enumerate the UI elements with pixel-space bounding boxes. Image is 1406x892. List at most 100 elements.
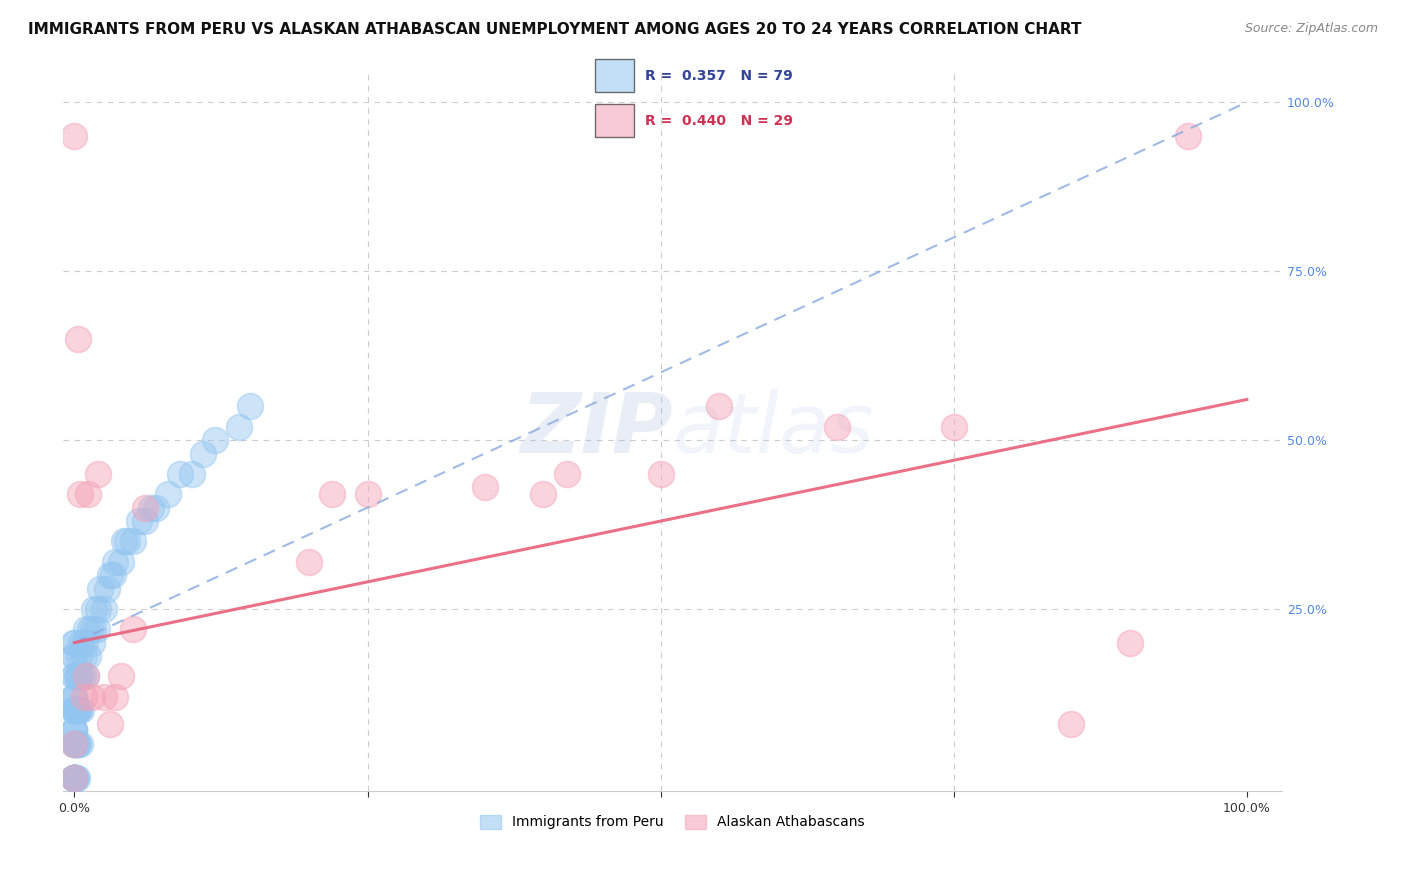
Point [63,771,86,785]
Point [239,399,262,413]
Point [555,467,578,481]
Point [67,649,90,664]
Point [193,446,215,460]
Point [63,737,86,751]
Point [63,723,86,738]
Point [63,703,86,717]
Point [474,480,496,494]
Point [1060,716,1083,731]
Point [66,669,89,683]
Point [66,771,89,785]
Point [145,500,167,515]
Point [63,771,86,785]
Point [134,500,156,515]
Point [180,467,202,481]
Point [87,467,110,481]
Point [63,690,86,704]
Point [134,514,156,528]
Point [65,771,87,785]
Point [110,669,132,683]
Point [69,487,91,501]
FancyBboxPatch shape [595,104,634,137]
Point [83,602,105,616]
Point [122,622,145,636]
Text: R =  0.440   N = 29: R = 0.440 N = 29 [645,113,793,128]
Point [66,737,89,751]
Point [86,622,108,636]
Point [157,487,180,501]
Point [63,737,86,751]
Point [709,399,731,413]
Point [321,487,343,501]
Point [73,690,96,704]
Point [63,649,86,664]
Point [1118,635,1140,649]
Point [63,669,86,683]
Point [66,669,89,683]
Point [63,771,86,785]
Point [96,582,118,596]
Point [80,635,103,649]
Point [356,487,378,501]
Point [63,771,86,785]
Point [169,467,191,481]
Point [79,622,101,636]
Point [63,771,86,785]
Point [942,419,965,434]
Point [650,467,672,481]
Point [63,737,86,751]
Point [110,555,132,569]
Point [63,723,86,738]
Point [93,602,115,616]
Point [66,332,89,346]
Point [67,703,90,717]
Text: atlas: atlas [672,390,875,470]
Point [204,433,226,447]
Point [139,500,162,515]
Text: ZIP: ZIP [520,390,672,470]
Point [63,771,86,785]
Text: R =  0.357   N = 79: R = 0.357 N = 79 [645,69,793,83]
Point [115,534,138,549]
Point [77,487,100,501]
Point [63,771,86,785]
Point [80,690,103,704]
Point [66,703,89,717]
Point [63,649,86,664]
Point [63,771,86,785]
Point [69,737,91,751]
Point [73,649,96,664]
Point [63,771,86,785]
FancyBboxPatch shape [595,59,634,92]
Point [70,703,93,717]
Point [73,635,96,649]
Text: Source: ZipAtlas.com: Source: ZipAtlas.com [1244,22,1378,36]
Point [69,669,91,683]
Point [87,602,110,616]
Point [63,129,86,144]
Point [63,771,86,785]
Point [63,635,86,649]
Point [63,771,86,785]
Point [101,568,124,582]
Point [63,737,86,751]
Point [77,649,100,664]
Point [298,555,321,569]
Point [228,419,250,434]
Point [72,669,94,683]
Point [89,582,111,596]
Point [128,514,150,528]
Point [104,690,127,704]
Point [63,723,86,738]
Point [75,622,97,636]
Point [98,716,121,731]
Point [825,419,848,434]
Point [63,771,86,785]
Point [93,690,115,704]
Point [104,555,127,569]
Point [66,737,89,751]
Point [63,635,86,649]
Point [1177,129,1199,144]
Legend: Immigrants from Peru, Alaskan Athabascans: Immigrants from Peru, Alaskan Athabascan… [475,809,870,835]
Point [63,669,86,683]
